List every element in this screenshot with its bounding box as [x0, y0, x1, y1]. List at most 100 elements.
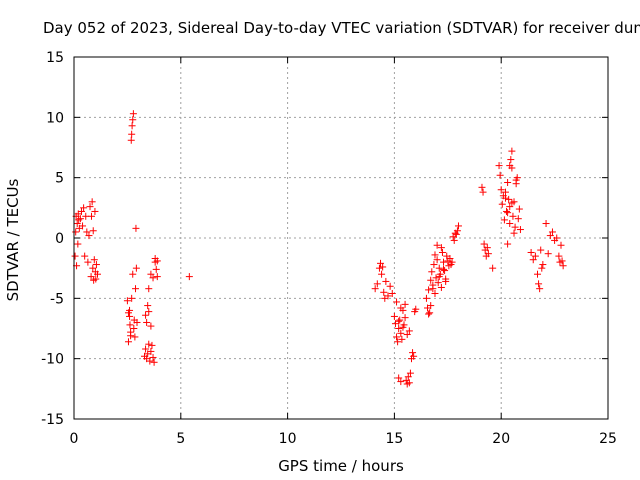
- axis-ticks: [73, 56, 609, 420]
- data-point: [75, 216, 83, 224]
- y-tick-label: -5: [50, 291, 64, 307]
- data-point: [398, 335, 406, 343]
- x-tick-label: 20: [492, 431, 510, 447]
- data-point: [496, 171, 504, 179]
- data-point: [431, 290, 439, 298]
- data-point: [559, 262, 567, 270]
- data-point: [378, 270, 386, 278]
- data-point: [153, 273, 161, 281]
- data-point: [80, 204, 88, 212]
- x-tick-label: 15: [385, 431, 403, 447]
- data-point: [89, 264, 97, 272]
- data-point: [87, 273, 95, 281]
- data-point: [506, 162, 514, 170]
- data-point: [72, 228, 80, 236]
- data-point: [388, 290, 396, 298]
- data-point: [152, 265, 160, 273]
- data-point: [129, 116, 137, 124]
- data-point: [375, 264, 383, 272]
- data-point: [145, 340, 153, 348]
- data-point: [132, 264, 140, 272]
- data-point: [503, 207, 511, 215]
- data-point: [397, 329, 405, 337]
- data-point: [403, 331, 411, 339]
- data-point: [480, 240, 488, 248]
- data-point: [428, 268, 436, 276]
- data-point: [386, 282, 394, 290]
- data-point: [495, 162, 503, 170]
- data-point: [132, 285, 140, 293]
- data-point: [371, 285, 379, 293]
- data-point: [508, 147, 516, 155]
- data-point: [506, 203, 514, 211]
- y-tick-label: 5: [55, 171, 64, 187]
- data-point: [498, 200, 506, 208]
- data-point: [427, 302, 435, 310]
- data-point: [440, 258, 448, 266]
- data-point: [453, 227, 461, 235]
- data-point: [537, 246, 545, 254]
- data-point: [454, 222, 462, 230]
- data-point: [77, 207, 85, 215]
- data-point: [531, 252, 539, 260]
- data-point: [501, 194, 509, 202]
- data-point: [489, 264, 497, 272]
- data-point: [149, 353, 157, 361]
- data-point: [507, 156, 515, 164]
- data-point: [426, 309, 434, 317]
- data-point: [146, 357, 154, 365]
- data-point: [515, 205, 523, 213]
- data-point: [144, 302, 152, 310]
- data-point: [130, 325, 138, 332]
- data-point: [535, 280, 543, 288]
- data-point: [438, 248, 446, 256]
- data-point: [73, 220, 81, 228]
- data-point: [542, 220, 550, 228]
- data-point: [377, 259, 385, 267]
- x-tick-label: 5: [176, 431, 185, 447]
- x-tick-labels: 0 5 10 15 20 25: [70, 431, 617, 447]
- data-point: [425, 286, 433, 294]
- y-tick-label: 10: [46, 110, 64, 126]
- data-point: [81, 252, 89, 260]
- data-point: [433, 241, 441, 249]
- data-point: [71, 252, 79, 260]
- data-point: [128, 130, 136, 138]
- data-point: [127, 136, 135, 144]
- data-point: [129, 110, 137, 118]
- x-tick-label: 25: [599, 431, 617, 447]
- data-point: [148, 341, 156, 349]
- data-point: [425, 310, 433, 318]
- data-point: [508, 199, 516, 207]
- data-point: [404, 373, 412, 381]
- data-point: [395, 374, 403, 382]
- data-point: [92, 261, 100, 269]
- data-point: [440, 265, 448, 273]
- data-point: [399, 323, 407, 331]
- data-point: [382, 277, 390, 285]
- data-point: [79, 222, 87, 230]
- data-point: [501, 188, 509, 196]
- data-point: [435, 264, 443, 272]
- data-point: [86, 203, 94, 211]
- data-point: [124, 309, 132, 317]
- data-point: [534, 270, 542, 278]
- data-point: [500, 216, 508, 224]
- data-point: [511, 223, 519, 231]
- data-point: [430, 261, 438, 269]
- y-tick-label: -15: [41, 412, 64, 428]
- data-point: [405, 379, 413, 387]
- data-point: [143, 318, 151, 326]
- y-tick-label: 0: [55, 231, 64, 247]
- data-point: [514, 215, 522, 223]
- data-point: [504, 240, 512, 248]
- data-point: [529, 256, 537, 264]
- data-point: [90, 256, 98, 264]
- data-point: [126, 312, 134, 320]
- data-point: [406, 369, 414, 377]
- data-point: [395, 325, 403, 332]
- data-point: [74, 240, 82, 248]
- data-point: [129, 270, 137, 278]
- data-point: [126, 321, 134, 329]
